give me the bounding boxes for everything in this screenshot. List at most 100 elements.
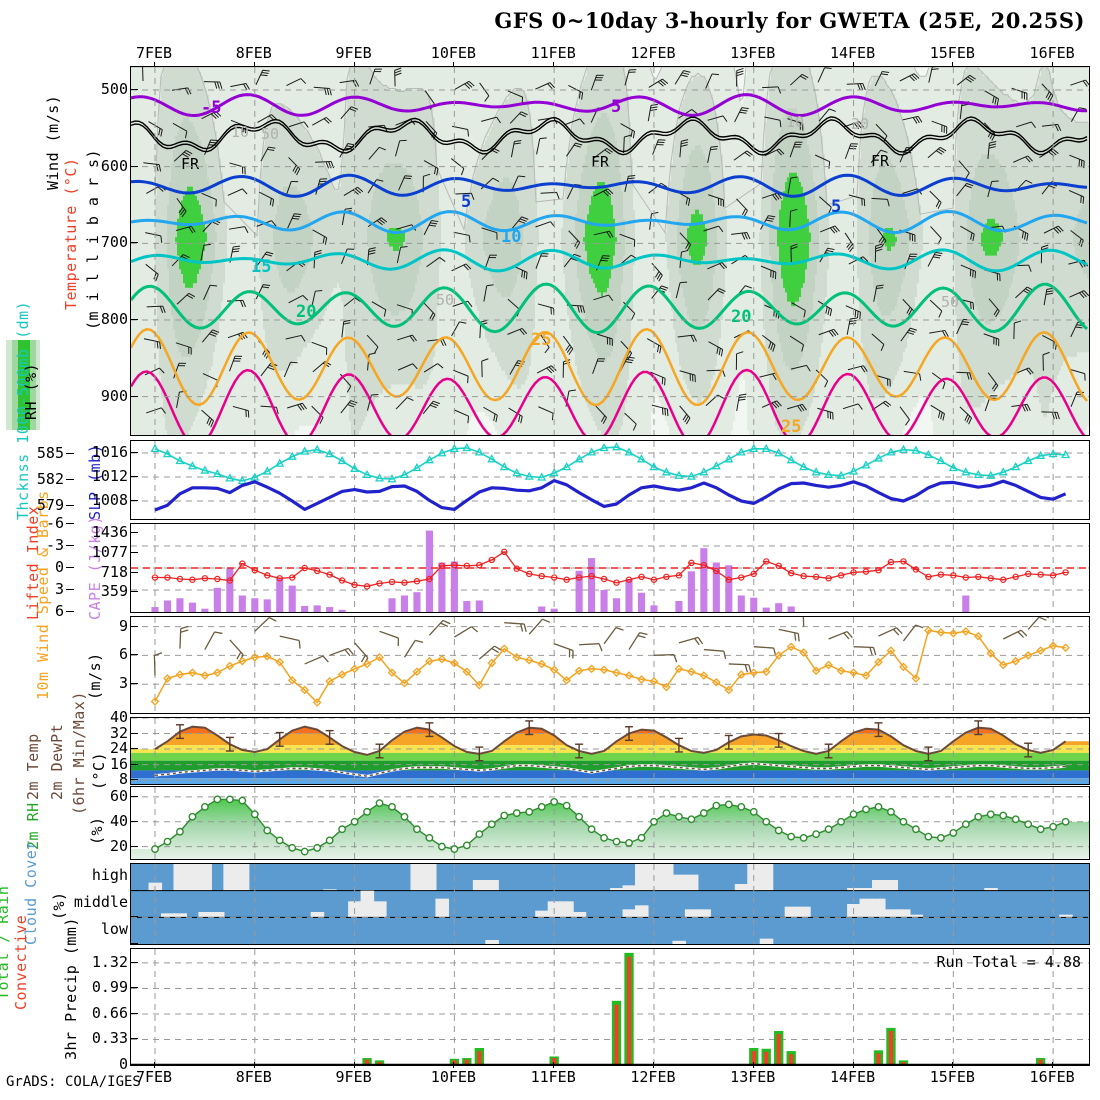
date-tick-mark — [952, 1062, 954, 1068]
wind10m-label: 10m Wind Speed & Barbs — [34, 490, 52, 700]
pressure-tick-700: 700 — [101, 233, 128, 251]
upper-yaxis-label: (m i l l i b a r s) — [84, 149, 102, 330]
date-tick-mark — [553, 62, 555, 68]
precip-tick-0.33: 0.33 — [92, 1029, 128, 1047]
temp2m-panel — [130, 717, 1090, 785]
wind-tick-3: 3 — [119, 674, 128, 692]
rh-tick-60: 60 — [110, 787, 128, 805]
rh2m-units-label: (%) — [88, 816, 106, 845]
date-tick-mark — [752, 62, 754, 68]
date-tick-mark — [652, 1062, 654, 1068]
y-tick-mark — [66, 505, 74, 506]
precip-panel: Run Total = 4.88 — [130, 948, 1090, 1066]
pressure-tick-900: 900 — [101, 387, 128, 405]
date-tick-mark — [353, 1062, 355, 1068]
wind-tick-9: 9 — [119, 617, 128, 635]
temp-tick-8: 8 — [119, 770, 128, 788]
y-tick-mark — [66, 611, 74, 612]
temp-tick-24: 24 — [110, 739, 128, 757]
wind-tick-6: 6 — [119, 645, 128, 663]
temp-tick-32: 32 — [110, 724, 128, 742]
cape-label: CAPE (J/kg) — [86, 515, 104, 620]
date-tick-16feb: 16FEB — [1012, 1068, 1092, 1086]
precip-tick-1.32: 1.32 — [92, 953, 128, 971]
date-tick-mark — [1052, 1062, 1054, 1068]
li-tick-0: 0 — [55, 558, 64, 576]
date-tick-mark — [253, 1062, 255, 1068]
cape-tick-718: 718 — [101, 563, 128, 581]
date-tick-11feb: 11FEB — [513, 44, 593, 62]
temp-tick-16: 16 — [110, 755, 128, 773]
pressure-tick-600: 600 — [101, 157, 128, 175]
date-tick-8feb: 8FEB — [214, 44, 294, 62]
date-tick-7feb: 7FEB — [114, 44, 194, 62]
rh2m-panel — [130, 786, 1090, 860]
date-tick-mark — [353, 62, 355, 68]
precip-tick-0.66: 0.66 — [92, 1004, 128, 1022]
date-tick-15feb: 15FEB — [912, 44, 992, 62]
y-tick-mark — [66, 567, 74, 568]
date-tick-mark — [154, 62, 155, 68]
date-tick-11feb: 11FEB — [513, 1068, 593, 1086]
date-tick-12feb: 12FEB — [613, 44, 693, 62]
bottom-date-axis: 7FEB 8FEB 9FEB 10FEB 11FEB 12FEB 13FEB 14FEB 15F… — [130, 1062, 1090, 1086]
y-tick-mark — [66, 453, 74, 454]
cloud-cover-panel — [130, 863, 1090, 945]
run-total-label: Run Total = 4.88 — [937, 953, 1082, 971]
date-tick-14feb: 14FEB — [813, 1068, 893, 1086]
pressure-tick-500: 500 — [101, 80, 128, 98]
date-tick-mark — [852, 62, 854, 68]
li-tick-3: 3 — [55, 580, 64, 598]
cloud-row-middle: middle — [74, 893, 128, 911]
wind10m-panel — [130, 616, 1090, 714]
temp-tick-40: 40 — [110, 708, 128, 726]
date-tick-mark — [453, 62, 455, 68]
thickness-tick-585: 585 — [37, 444, 64, 462]
precip-tick-0.99: 0.99 — [92, 978, 128, 996]
date-tick-16feb: 16FEB — [1012, 44, 1092, 62]
date-tick-mark — [453, 1062, 455, 1068]
y-tick-mark — [66, 545, 74, 546]
y-tick-mark — [66, 589, 74, 590]
page-title: GFS 0~10day 3-hourly for GWETA (25E, 20.… — [0, 8, 1085, 33]
precip-yaxis-label: 3hr Precip (mm) — [62, 917, 80, 1060]
grads-credit: GrADS: COLA/IGES — [6, 1074, 141, 1090]
slp-thickness-panel — [130, 440, 1090, 520]
date-tick-mark — [952, 62, 954, 68]
slp-label: SLP (mb) — [86, 444, 104, 520]
date-tick-mark — [154, 1062, 155, 1068]
date-tick-15feb: 15FEB — [912, 1068, 992, 1086]
upper-rh-swatch — [6, 340, 40, 430]
date-tick-10feb: 10FEB — [413, 44, 493, 62]
rh-tick-40: 40 — [110, 812, 128, 830]
date-tick-mark — [553, 1062, 555, 1068]
temp2m-label: 2m Temp — [24, 733, 42, 800]
date-tick-mark — [652, 62, 654, 68]
upper-rh-label: RH (%) — [22, 363, 40, 420]
y-tick-mark — [66, 523, 74, 524]
precip-convective-label: Convective — [12, 915, 30, 1010]
date-tick-7feb: 7FEB — [114, 1068, 194, 1086]
pressure-tick-800: 800 — [101, 310, 128, 328]
temp2m-units-label: (°C) — [90, 752, 108, 790]
date-tick-12feb: 12FEB — [613, 1068, 693, 1086]
date-tick-mark — [253, 62, 255, 68]
upper-air-panel: FR FR FR -5 5 5 5 10 15 20 20 25 25 10 50 10 50 50 30 — [130, 66, 1090, 436]
y-tick-mark — [66, 479, 74, 480]
date-tick-mark — [852, 1062, 854, 1068]
cape-tick-359: 359 — [101, 582, 128, 600]
dewpt2m-label: 2m DewPt — [48, 724, 66, 800]
rh-tick-20: 20 — [110, 837, 128, 855]
date-tick-8feb: 8FEB — [214, 1068, 294, 1086]
date-tick-10feb: 10FEB — [413, 1068, 493, 1086]
cape-li-panel — [130, 523, 1090, 613]
precip-total-label: Total / Rain — [0, 886, 12, 1000]
date-tick-13feb: 13FEB — [713, 44, 793, 62]
date-tick-9feb: 9FEB — [314, 1068, 394, 1086]
li-tick-6: 6 — [55, 602, 64, 620]
upper-temperature-label: Temperature (°C) — [62, 158, 80, 311]
date-tick-mark — [752, 1062, 754, 1068]
cloud-cover-units-label: (%) — [50, 891, 68, 920]
cloud-row-low: low — [101, 920, 128, 938]
date-tick-14feb: 14FEB — [813, 44, 893, 62]
